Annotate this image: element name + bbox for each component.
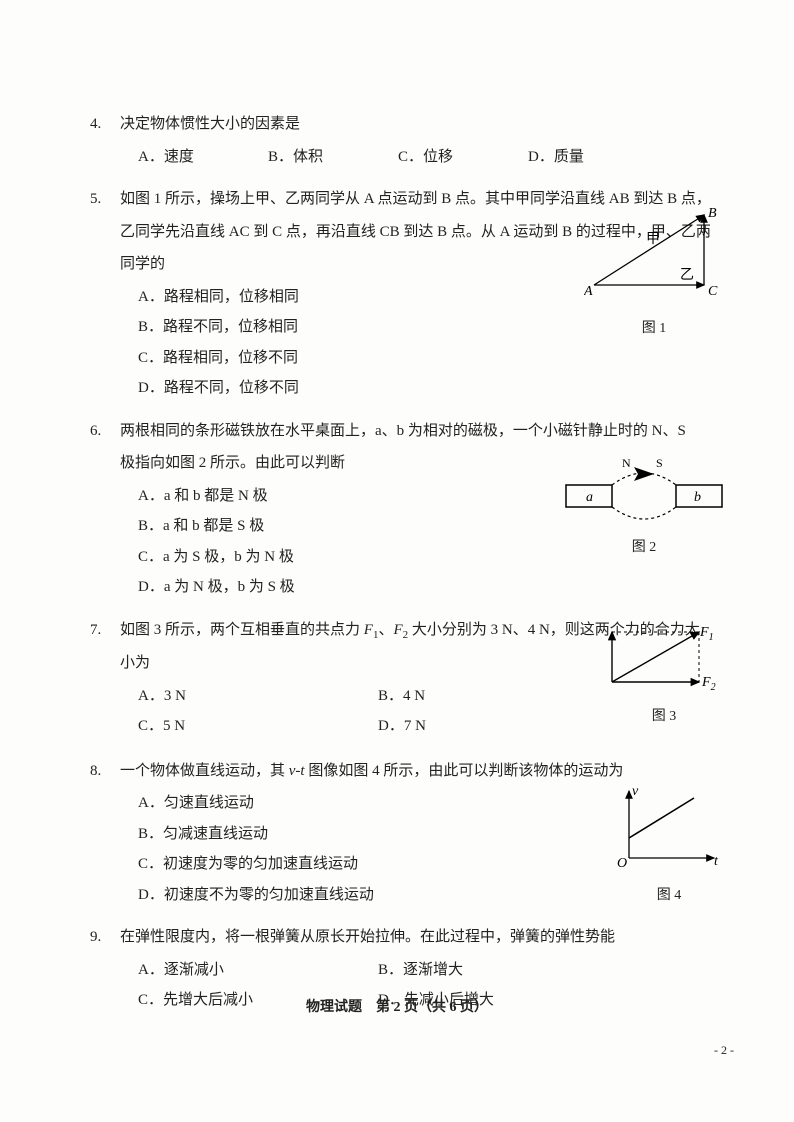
figure-4: v t O 图 4 (614, 783, 724, 910)
fig3-f1s: 1 (709, 632, 714, 643)
fig4-v: v (632, 784, 639, 799)
q9-opt-a: A．逐渐减小 (138, 956, 378, 985)
q9-number: 9. (90, 923, 101, 952)
figure-1: A B C 甲 乙 图 1 (584, 205, 724, 342)
figure-2: N S a b 图 2 (564, 457, 724, 562)
q7-mid1: 、 (378, 622, 393, 638)
question-7: 7. 如图 3 所示，两个互相垂直的共点力 F1、F2 大小分别为 3 N、4 … (120, 616, 714, 743)
q7-opt-b: B．4 N (378, 682, 618, 711)
figure-2-label: 图 2 (564, 535, 724, 562)
fig3-f1: F (699, 625, 709, 640)
figure-3: F1 F2 图 3 (604, 624, 724, 731)
fig3-f2: F (701, 675, 711, 690)
q4-options: A．速度 B．体积 C．位移 D．质量 (120, 143, 714, 172)
fig1-label-a: A (584, 284, 593, 299)
fig1-label-yi: 乙 (680, 267, 694, 283)
q5-opt-d: D．路程不同，位移不同 (138, 374, 714, 403)
fig2-label-n: N (622, 457, 631, 470)
fig1-label-b: B (708, 206, 717, 221)
q7-stem-pre: 如图 3 所示，两个互相垂直的共点力 (120, 622, 364, 638)
q6-opt-d: D．a 为 N 极，b 为 S 极 (138, 573, 714, 602)
figure-3-svg: F1 F2 (604, 624, 724, 694)
question-8: 8. 一个物体做直线运动，其 v-t 图像如图 4 所示，由此可以判断该物体的运… (120, 757, 714, 910)
fig2-label-a: a (586, 490, 593, 505)
question-5: 5. 如图 1 所示，操场上甲、乙两同学从 A 点运动到 B 点。其中甲同学沿直… (120, 185, 714, 403)
fig1-label-c: C (708, 284, 718, 299)
question-4: 4. 决定物体惯性大小的因素是 A．速度 B．体积 C．位移 D．质量 (120, 110, 714, 171)
q9-opt-b: B．逐渐增大 (378, 956, 618, 985)
q7-opt-d: D．7 N (378, 712, 618, 741)
figure-1-label: 图 1 (584, 316, 724, 343)
q6-number: 6. (90, 417, 101, 446)
q7-number: 7. (90, 616, 101, 645)
figure-4-label: 图 4 (614, 883, 724, 910)
page-number: - 2 - (714, 1039, 734, 1062)
q7-f2: F (393, 622, 402, 638)
question-6: 6. 两根相同的条形磁铁放在水平桌面上，a、b 为相对的磁极，一个小磁针静止时的… (120, 417, 714, 602)
fig3-f2s: 2 (711, 682, 716, 693)
q6-stem-1: 两根相同的条形磁铁放在水平桌面上，a、b 为相对的磁极，一个小磁针静止时的 N、… (120, 417, 714, 446)
figure-2-svg: N S a b (564, 457, 724, 525)
q8-number: 8. (90, 757, 101, 786)
q9-stem: 在弹性限度内，将一根弹簧从原长开始拉伸。在此过程中，弹簧的弹性势能 (120, 923, 714, 952)
q4-opt-c: C．位移 (398, 143, 528, 172)
q7-opt-c: C．5 N (138, 712, 378, 741)
fig2-label-s: S (656, 457, 663, 470)
q7-f1: F (364, 622, 373, 638)
q5-number: 5. (90, 185, 101, 214)
fig1-label-jia: 甲 (646, 232, 660, 247)
svg-text:F2: F2 (701, 675, 716, 693)
figure-3-label: 图 3 (604, 704, 724, 731)
q8-vt: v-t (289, 763, 305, 779)
q8-stem: 一个物体做直线运动，其 v-t 图像如图 4 所示，由此可以判断该物体的运动为 (120, 757, 714, 786)
q8-stem-pre: 一个物体做直线运动，其 (120, 763, 289, 779)
q4-opt-b: B．体积 (268, 143, 398, 172)
q4-opt-a: A．速度 (138, 143, 268, 172)
svg-text:F1: F1 (699, 625, 714, 643)
fig2-label-b: b (694, 490, 701, 505)
q5-opt-c: C．路程相同，位移不同 (138, 344, 714, 373)
figure-4-svg: v t O (614, 783, 724, 873)
figure-1-svg: A B C 甲 乙 (584, 205, 724, 305)
q4-stem: 决定物体惯性大小的因素是 (120, 110, 714, 139)
q4-number: 4. (90, 110, 101, 139)
fig4-o: O (617, 856, 627, 871)
q4-opt-d: D．质量 (528, 143, 658, 172)
q8-stem-post: 图像如图 4 所示，由此可以判断该物体的运动为 (305, 763, 624, 779)
q7-opt-a: A．3 N (138, 682, 378, 711)
fig4-t: t (714, 854, 719, 869)
page-footer: 物理试题 第 2 页（共 6 页） (0, 995, 794, 1022)
